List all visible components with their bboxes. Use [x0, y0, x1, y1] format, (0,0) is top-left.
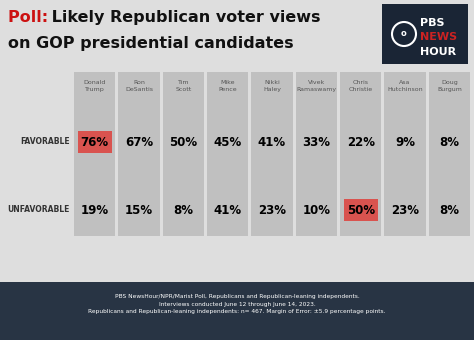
Bar [207, 72, 248, 236]
Text: PBS NewsHour/NPR/Marist Poll, Republicans and Republican-leaning independents.
I: PBS NewsHour/NPR/Marist Poll, Republican… [88, 294, 386, 314]
Bar [344, 199, 378, 221]
Text: 8%: 8% [439, 136, 459, 149]
Text: 22%: 22% [346, 136, 374, 149]
Text: 33%: 33% [302, 136, 330, 149]
Text: Chris
Christie: Chris Christie [348, 80, 373, 91]
Bar [74, 72, 115, 236]
Bar [163, 72, 204, 236]
Text: Asa
Hutchinson: Asa Hutchinson [387, 80, 423, 91]
Bar [0, 282, 474, 340]
Text: 19%: 19% [81, 204, 109, 217]
Text: 9%: 9% [395, 136, 415, 149]
Text: 50%: 50% [169, 136, 197, 149]
Bar [251, 72, 292, 236]
Text: 10%: 10% [302, 204, 330, 217]
Text: PBS: PBS [420, 18, 445, 28]
Text: UNFAVORABLE: UNFAVORABLE [8, 205, 70, 215]
Text: 15%: 15% [125, 204, 153, 217]
Text: Poll:: Poll: [8, 10, 54, 25]
Text: HOUR: HOUR [420, 47, 456, 57]
Bar [382, 4, 468, 64]
Text: 8%: 8% [173, 204, 193, 217]
Text: o: o [401, 30, 407, 38]
Text: 41%: 41% [214, 204, 242, 217]
Text: 76%: 76% [81, 136, 109, 149]
Bar [296, 72, 337, 236]
Text: NEWS: NEWS [420, 32, 457, 42]
Bar [78, 131, 112, 153]
Text: Donald
Trump: Donald Trump [83, 80, 106, 91]
Bar [340, 72, 382, 236]
Text: Doug
Burgum: Doug Burgum [437, 80, 462, 91]
Text: Mike
Pence: Mike Pence [219, 80, 237, 91]
Text: 67%: 67% [125, 136, 153, 149]
Text: Ron
DeSantis: Ron DeSantis [125, 80, 153, 91]
Text: Vivek
Ramaswamy: Vivek Ramaswamy [296, 80, 337, 91]
Text: Nikki
Haley: Nikki Haley [263, 80, 281, 91]
Text: 50%: 50% [346, 204, 375, 217]
Bar [428, 72, 470, 236]
Text: 45%: 45% [214, 136, 242, 149]
Text: Tim
Scott: Tim Scott [175, 80, 191, 91]
Bar [384, 72, 426, 236]
Text: on GOP presidential candidates: on GOP presidential candidates [8, 36, 293, 51]
Text: 8%: 8% [439, 204, 459, 217]
Text: Likely Republican voter views: Likely Republican voter views [46, 10, 320, 25]
Text: 41%: 41% [258, 136, 286, 149]
Text: 23%: 23% [258, 204, 286, 217]
Bar [118, 72, 160, 236]
Text: FAVORABLE: FAVORABLE [20, 137, 70, 147]
Text: 23%: 23% [391, 204, 419, 217]
